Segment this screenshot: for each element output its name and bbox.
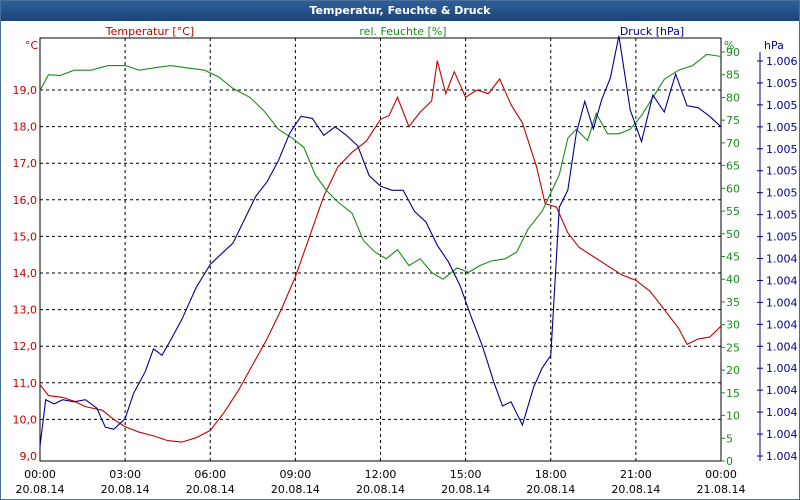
y-tick-temperature: 12,0 — [13, 340, 38, 353]
y-tick-temperature: 15,0 — [13, 230, 38, 243]
y-tick-humidity: 10 — [726, 410, 740, 423]
y-tick-pressure: 1.005 — [766, 99, 798, 112]
y-tick-humidity: 80 — [726, 91, 740, 104]
y-tick-pressure: 1.004 — [766, 428, 798, 441]
x-tick-date: 20.08.14 — [16, 483, 65, 496]
y-tick-humidity: 50 — [726, 228, 740, 241]
x-tick-time: 18:00 — [535, 468, 567, 481]
y-tick-temperature: 13,0 — [13, 304, 38, 317]
y-tick-humidity: 35 — [726, 296, 740, 309]
x-tick-time: 03:00 — [109, 468, 141, 481]
x-tick-date: 20.08.14 — [611, 483, 660, 496]
x-tick-date: 20.08.14 — [356, 483, 405, 496]
y-tick-humidity: 90 — [726, 46, 740, 59]
y-tick-pressure: 1.004 — [766, 406, 798, 419]
x-tick-time: 12:00 — [365, 468, 397, 481]
y-tick-humidity: 20 — [726, 364, 740, 377]
y-tick-temperature: 10,0 — [13, 413, 38, 426]
y-tick-temperature: 16,0 — [13, 194, 38, 207]
y-tick-temperature: 19,0 — [13, 84, 38, 97]
y-tick-humidity: 55 — [726, 205, 740, 218]
y-tick-humidity: 40 — [726, 273, 740, 286]
y-unit-temperature: °C — [25, 39, 39, 52]
y-tick-pressure: 1.005 — [766, 187, 798, 200]
y-unit-pressure: hPa — [764, 39, 784, 52]
y-tick-pressure: 1.005 — [766, 209, 798, 222]
x-tick-time: 09:00 — [280, 468, 312, 481]
x-tick-time: 00:00 — [705, 468, 737, 481]
series-line-humidity — [39, 53, 722, 280]
series-line-temperature — [39, 60, 722, 443]
y-tick-pressure: 1.005 — [766, 77, 798, 90]
y-tick-humidity: 30 — [726, 319, 740, 332]
y-tick-pressure: 1.006 — [766, 55, 798, 68]
x-tick-date: 20.08.14 — [271, 483, 320, 496]
y-tick-pressure: 1.004 — [766, 296, 798, 309]
x-tick-date: 20.08.14 — [441, 483, 490, 496]
y-tick-pressure: 1.004 — [766, 362, 798, 375]
x-tick-time: 06:00 — [194, 468, 226, 481]
y-tick-pressure: 1.004 — [766, 450, 798, 463]
y-tick-pressure: 1.005 — [766, 165, 798, 178]
axis-label-temperature: Temperatur [°C] — [105, 25, 194, 38]
y-tick-pressure: 1.004 — [766, 253, 798, 266]
y-tick-temperature: 11,0 — [13, 377, 38, 390]
y-tick-pressure: 1.005 — [766, 231, 798, 244]
y-tick-pressure: 1.005 — [766, 121, 798, 134]
y-tick-humidity: 15 — [726, 387, 740, 400]
y-tick-temperature: 9,0 — [20, 450, 38, 463]
y-tick-humidity: 25 — [726, 341, 740, 354]
x-tick-date: 20.08.14 — [101, 483, 150, 496]
y-tick-humidity: 70 — [726, 137, 740, 150]
y-tick-humidity: 5 — [726, 432, 733, 445]
y-tick-temperature: 14,0 — [13, 267, 38, 280]
series-line-pressure — [39, 35, 722, 447]
axis-label-humidity: rel. Feuchte [%] — [359, 25, 446, 38]
y-tick-humidity: 0 — [726, 455, 733, 468]
y-tick-humidity: 75 — [726, 114, 740, 127]
y-unit-humidity: % — [724, 39, 734, 52]
y-tick-humidity: 45 — [726, 251, 740, 264]
y-tick-pressure: 1.004 — [766, 318, 798, 331]
y-tick-pressure: 1.004 — [766, 340, 798, 353]
window-title: Temperatur, Feuchte & Druck — [1, 1, 799, 21]
x-tick-time: 15:00 — [450, 468, 482, 481]
axis-label-pressure: Druck [hPa] — [620, 25, 684, 38]
y-tick-pressure: 1.004 — [766, 384, 798, 397]
y-tick-humidity: 65 — [726, 160, 740, 173]
y-tick-temperature: 17,0 — [13, 157, 38, 170]
x-tick-date: 20.08.14 — [186, 483, 235, 496]
y-tick-pressure: 1.005 — [766, 143, 798, 156]
x-tick-date: 20.08.14 — [526, 483, 575, 496]
y-tick-humidity: 60 — [726, 182, 740, 195]
y-tick-temperature: 18,0 — [13, 121, 38, 134]
y-tick-pressure: 1.004 — [766, 274, 798, 287]
x-tick-time: 21:00 — [620, 468, 652, 481]
x-tick-date: 21.08.14 — [697, 483, 746, 496]
x-tick-time: 00:00 — [24, 468, 56, 481]
y-tick-humidity: 85 — [726, 69, 740, 82]
